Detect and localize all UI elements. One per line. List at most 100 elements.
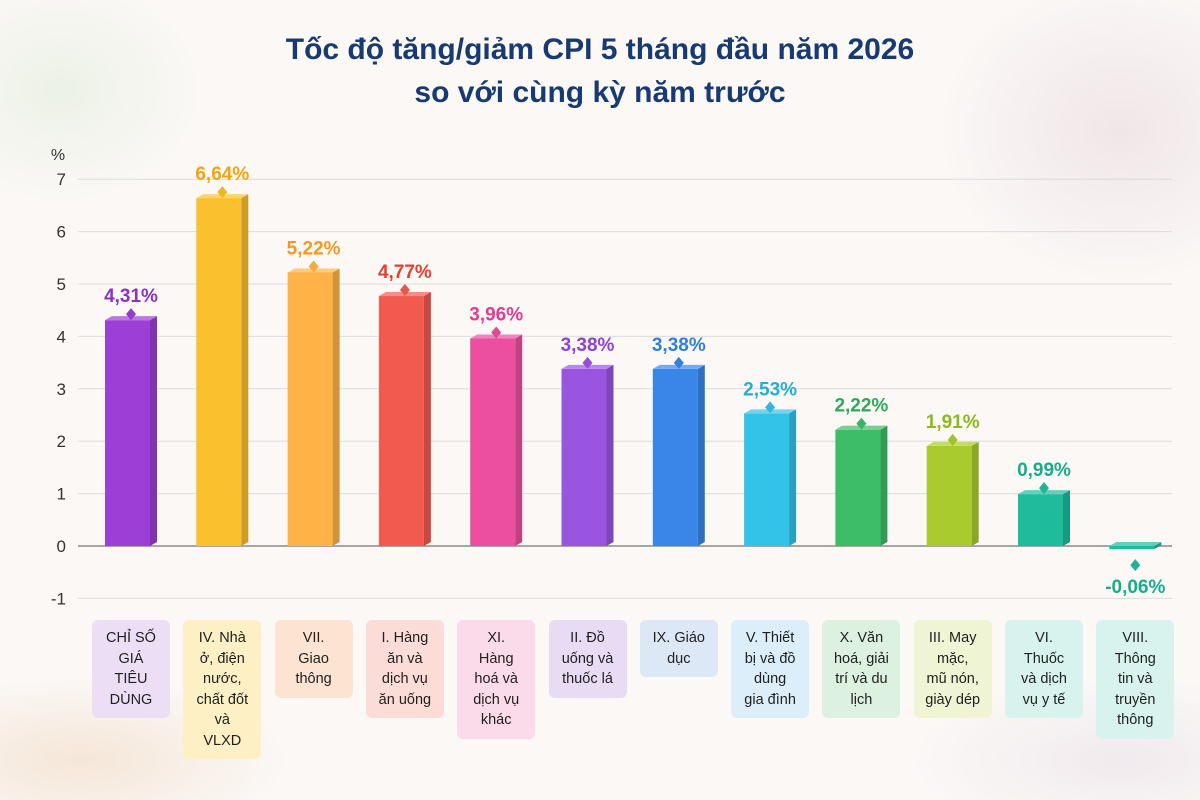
bar-front bbox=[105, 320, 150, 546]
bar-marker bbox=[1039, 482, 1049, 495]
category-label-line: VLXD bbox=[203, 732, 242, 749]
y-tick-label: 7 bbox=[57, 170, 66, 189]
category-label-line: IV. Nhà bbox=[198, 630, 246, 646]
category-label-line: nước, bbox=[203, 671, 242, 687]
category-label: IV. Nhà ở, điện nước, chất đốt và VLXD bbox=[183, 620, 262, 759]
category-label-line: uống và bbox=[561, 650, 614, 667]
category-label: I. Hàng ăn và dịch vụ ăn uống bbox=[365, 620, 444, 718]
bar-front bbox=[835, 429, 881, 546]
category-label: VI. Thuốc và dịch vụ y tế bbox=[1005, 620, 1083, 718]
bar bbox=[470, 326, 523, 546]
data-label: -0,06% bbox=[1105, 577, 1165, 598]
bar-front bbox=[1018, 494, 1063, 546]
bar bbox=[287, 260, 340, 546]
bar-front bbox=[561, 368, 607, 546]
category-label-line: lịch bbox=[850, 691, 873, 708]
category-label-line: dịch vụ bbox=[473, 691, 520, 708]
bar-marker bbox=[856, 417, 867, 430]
category-label-line: I. Hàng bbox=[381, 630, 429, 646]
category-label-line: II. Đồ bbox=[570, 630, 605, 646]
bar-front bbox=[196, 198, 242, 546]
category-label: IX. Giáo dục bbox=[639, 620, 718, 677]
category-label-line: Hàng bbox=[478, 650, 514, 667]
bar-front bbox=[287, 272, 333, 546]
category-label-line: ăn và bbox=[387, 650, 423, 667]
bar-marker bbox=[491, 326, 502, 339]
bar-side bbox=[150, 316, 157, 546]
category-label-line: giày dép bbox=[925, 691, 981, 708]
bar bbox=[926, 433, 979, 546]
category-label-line: truyền bbox=[1115, 691, 1156, 708]
data-label: 0,99% bbox=[1017, 460, 1071, 481]
y-axis-unit: % bbox=[51, 147, 65, 164]
bar-marker bbox=[765, 401, 776, 414]
bar-marker bbox=[673, 356, 684, 369]
bar-side bbox=[515, 334, 523, 546]
bar-marker bbox=[582, 356, 593, 369]
category-label-line: XI. bbox=[487, 630, 506, 646]
data-label: 4,77% bbox=[378, 262, 432, 283]
bar-marker bbox=[126, 308, 136, 321]
bar-side bbox=[971, 441, 979, 546]
bar-front bbox=[926, 445, 972, 546]
category-label-line: Thuốc bbox=[1023, 650, 1065, 667]
bar bbox=[105, 308, 157, 546]
category-label-line: X. Văn bbox=[839, 630, 884, 646]
bar-front bbox=[744, 413, 790, 546]
data-label: 4,31% bbox=[104, 286, 158, 307]
bar-marker bbox=[399, 284, 410, 297]
bar bbox=[835, 417, 888, 546]
bar-side bbox=[789, 409, 797, 546]
data-label: 6,64% bbox=[195, 164, 249, 185]
category-label-line: vụ y tế bbox=[1022, 691, 1066, 708]
category-label-line: mặc, bbox=[936, 650, 969, 667]
category-label-line: Thông bbox=[1114, 650, 1156, 667]
category-label: V. Thiết bị và đồ dùng gia đình bbox=[731, 620, 810, 718]
bar-front bbox=[1109, 546, 1155, 550]
category-label-line: ăn uống bbox=[378, 691, 432, 708]
category-label-line: trí và du bbox=[835, 671, 888, 687]
y-tick-label: 4 bbox=[57, 327, 66, 346]
bar-side bbox=[1063, 490, 1070, 546]
data-label: 2,53% bbox=[743, 379, 797, 400]
category-label: VIII. Thông tin và truyền thông bbox=[1096, 620, 1175, 739]
bar-marker bbox=[1130, 559, 1141, 572]
category-label-line: Giao bbox=[298, 650, 329, 667]
category-label-line: VII. bbox=[302, 630, 325, 646]
bar-side bbox=[606, 364, 614, 546]
category-label-line: gia đình bbox=[744, 691, 796, 708]
y-tick-label: 2 bbox=[57, 432, 66, 451]
data-label: 2,22% bbox=[834, 396, 888, 417]
bar-top bbox=[1109, 542, 1162, 546]
category-label-line: dùng bbox=[753, 671, 787, 687]
category-label-line: IX. Giáo bbox=[652, 630, 705, 646]
category-label-line: hoá và bbox=[474, 671, 518, 687]
chart-title-line-2: so với cùng kỳ năm trước bbox=[414, 76, 786, 109]
category-label-line: thuốc lá bbox=[562, 671, 613, 687]
category-label-line: TIÊU bbox=[114, 671, 148, 687]
category-label: II. Đồ uống và thuốc lá bbox=[548, 620, 627, 698]
y-tick-label: 5 bbox=[57, 275, 66, 294]
category-label-line: VIII. bbox=[1122, 630, 1149, 646]
bar-front bbox=[470, 338, 516, 546]
category-label-line: V. Thiết bbox=[745, 630, 795, 646]
bar bbox=[378, 284, 431, 546]
category-label-line: III. May bbox=[928, 630, 977, 646]
bar-side bbox=[880, 425, 888, 546]
y-tick-label: 3 bbox=[57, 380, 66, 399]
y-tick-label: 1 bbox=[57, 485, 66, 504]
data-label: 3,38% bbox=[652, 335, 706, 356]
category-label-line: VI. bbox=[1035, 630, 1053, 646]
bar bbox=[744, 401, 797, 546]
category-label-line: GIÁ bbox=[118, 650, 144, 667]
y-tick-label: 6 bbox=[57, 223, 66, 242]
data-label: 3,38% bbox=[561, 335, 615, 356]
category-label-line: chất đốt bbox=[196, 691, 249, 708]
bar-side bbox=[241, 194, 249, 546]
category-label: VII. Giao thông bbox=[274, 620, 353, 698]
category-label-line: CHỈ SỐ bbox=[106, 630, 156, 646]
category-label: III. May mặc, mũ nón, giày dép bbox=[913, 620, 992, 718]
chart-title-line-1: Tốc độ tăng/giảm CPI 5 tháng đầu năm 202… bbox=[285, 33, 915, 66]
bar-front bbox=[652, 368, 698, 546]
